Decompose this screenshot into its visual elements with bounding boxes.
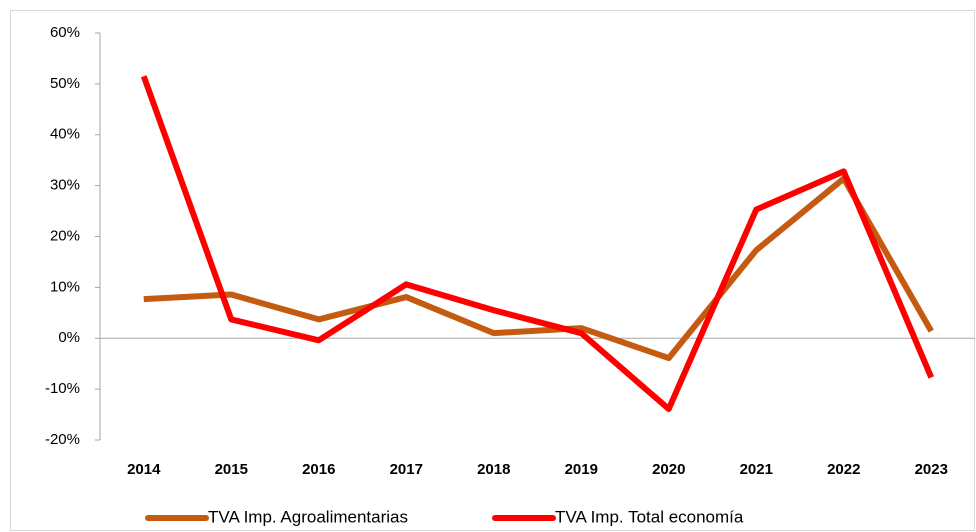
y-tick-label: 0% (58, 329, 80, 346)
y-tick-label: 20% (50, 227, 80, 244)
series-line (143, 175, 934, 362)
x-tick-label: 2021 (740, 461, 773, 478)
x-tick-label: 2022 (827, 461, 860, 478)
x-tick-label: 2017 (390, 461, 423, 478)
y-tick-label: 30% (50, 177, 80, 194)
x-tick-label: 2020 (652, 461, 685, 478)
x-tick-label: 2019 (565, 461, 598, 478)
y-tick-label: 60% (50, 24, 80, 41)
x-tick-label: 2014 (127, 461, 161, 478)
x-tick-label: 2016 (302, 461, 335, 478)
y-tick-label: 40% (50, 126, 80, 143)
y-tick-label: -20% (45, 431, 80, 448)
legend-label: TVA Imp. Agroalimentarias (208, 507, 408, 526)
chart-border (10, 10, 975, 531)
x-tick-label: 2015 (215, 461, 248, 478)
y-tick-label: 10% (50, 278, 80, 295)
y-tick-label: -10% (45, 380, 80, 397)
x-tick-label: 2023 (915, 461, 948, 478)
y-tick-label: 50% (50, 75, 80, 92)
x-tick-label: 2018 (477, 461, 510, 478)
legend-label: TVA Imp. Total economía (555, 507, 744, 526)
series-line (140, 75, 935, 412)
